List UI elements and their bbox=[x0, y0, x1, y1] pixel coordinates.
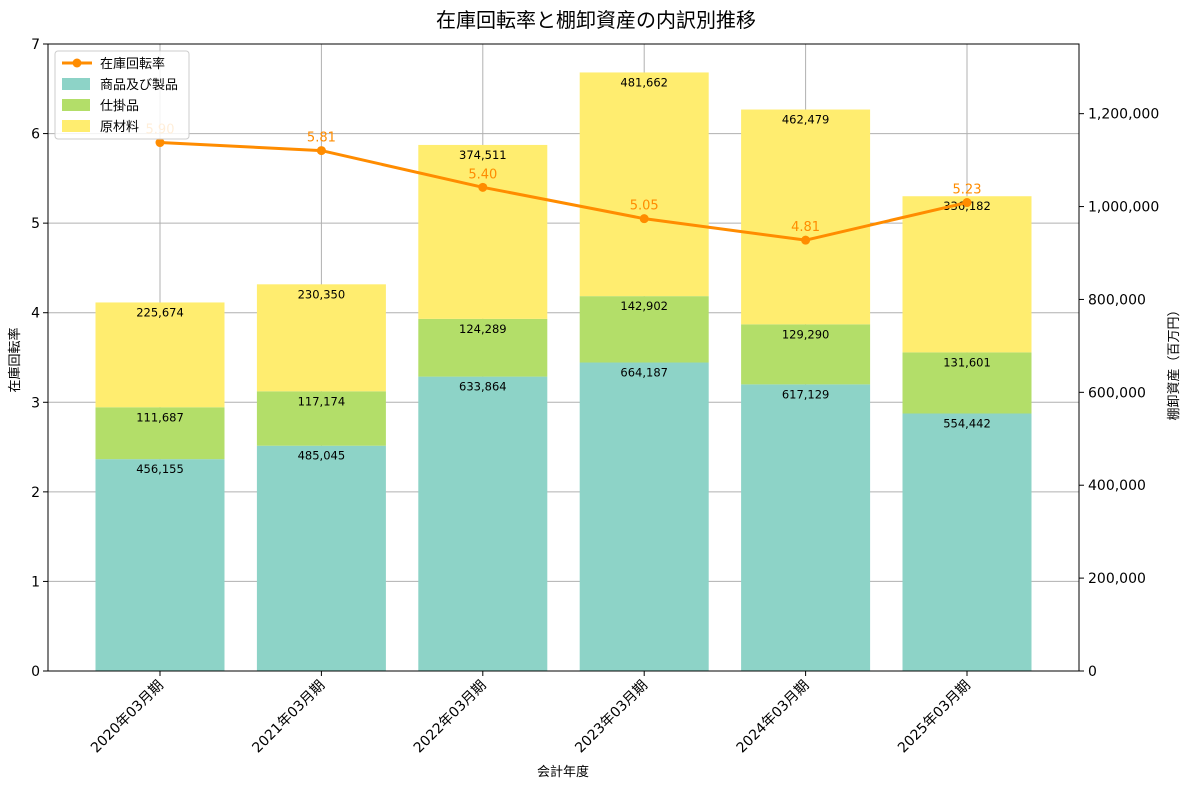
left-axis: 0 1 2 3 4 5 6 7 bbox=[31, 37, 48, 680]
rate-point-label: 4.81 bbox=[791, 220, 820, 235]
left-tick-label: 1 bbox=[31, 574, 40, 590]
legend-label-rate: 在庫回転率 bbox=[100, 56, 165, 72]
rate-point bbox=[478, 182, 488, 192]
bar-raw-materials bbox=[579, 72, 709, 297]
rate-point-label: 5.23 bbox=[953, 183, 982, 198]
right-tick-label: 0 bbox=[1088, 664, 1097, 680]
bar-label-finished-goods: 456,155 bbox=[136, 462, 184, 476]
bar-raw-materials bbox=[741, 109, 871, 325]
right-axis-label: 棚卸資産（百万円） bbox=[1166, 303, 1182, 420]
bar-label-raw-materials: 225,674 bbox=[136, 305, 184, 319]
bar-raw-materials bbox=[418, 144, 548, 319]
right-axis: 0 200,000 400,000 600,000 800,000 1,000,000 1,… bbox=[1079, 107, 1159, 680]
bar-label-wip: 117,174 bbox=[298, 394, 346, 408]
bars-layer bbox=[95, 72, 1032, 671]
bar-wip bbox=[418, 318, 548, 377]
x-tick-label: 2021年03月期 bbox=[249, 678, 328, 757]
bar-label-finished-goods: 554,442 bbox=[943, 416, 991, 430]
legend-label-wip: 仕掛品 bbox=[100, 99, 139, 114]
x-tick-label: 2024年03月期 bbox=[734, 678, 813, 757]
x-axis-label: 会計年度 bbox=[537, 764, 589, 780]
bar-label-raw-materials: 374,511 bbox=[459, 148, 507, 162]
left-tick-label: 6 bbox=[31, 127, 40, 143]
left-tick-label: 7 bbox=[31, 37, 40, 53]
right-tick-label: 200,000 bbox=[1088, 571, 1146, 587]
right-tick-label: 800,000 bbox=[1088, 292, 1146, 308]
bar-wip bbox=[579, 296, 709, 363]
rate-point bbox=[316, 146, 326, 156]
bar-wip bbox=[741, 324, 871, 385]
bar-label-wip: 124,289 bbox=[459, 322, 507, 336]
rate-point-label: 5.40 bbox=[468, 167, 497, 182]
bar-label-finished-goods: 617,129 bbox=[782, 387, 830, 401]
x-tick-label: 2025年03月期 bbox=[895, 678, 974, 757]
legend-label-finished-goods: 商品及び製品 bbox=[100, 78, 178, 93]
left-tick-label: 4 bbox=[31, 306, 40, 322]
plot-frame bbox=[47, 43, 1080, 672]
bar-finished-goods bbox=[902, 413, 1032, 671]
right-tick-label: 1,000,000 bbox=[1088, 200, 1159, 216]
bar-wip bbox=[902, 352, 1032, 414]
right-tick-label: 400,000 bbox=[1088, 478, 1146, 494]
bar-label-wip: 142,902 bbox=[620, 299, 668, 313]
bar-raw-materials bbox=[95, 302, 225, 408]
right-tick-label: 600,000 bbox=[1088, 385, 1146, 401]
legend: 在庫回転率 商品及び製品 仕掛品 原材料 bbox=[54, 50, 190, 140]
legend-frame bbox=[54, 50, 190, 140]
bar-label-wip: 129,290 bbox=[782, 327, 830, 341]
x-axis: 2020年03月期 2021年03月期 2022年03月期 2023年03月期 2024… bbox=[88, 671, 974, 756]
left-tick-label: 5 bbox=[31, 216, 40, 232]
chart-title: 在庫回転率と棚卸資産の内訳別推移 bbox=[436, 8, 756, 32]
rate-line bbox=[159, 141, 968, 242]
bar-wip bbox=[256, 391, 386, 446]
x-tick-label: 2020年03月期 bbox=[88, 678, 167, 757]
rate-point-label: 5.05 bbox=[630, 199, 659, 214]
left-tick-label: 2 bbox=[31, 485, 40, 501]
left-tick-label: 0 bbox=[31, 664, 40, 680]
x-tick-label: 2022年03月期 bbox=[411, 678, 490, 757]
bar-label-wip: 111,687 bbox=[136, 410, 184, 424]
rate-line-layer: 5.905.815.405.054.815.23 bbox=[146, 123, 982, 245]
rate-point bbox=[155, 138, 165, 148]
left-axis-label: 在庫回転率 bbox=[7, 327, 23, 392]
bar-wip bbox=[95, 407, 225, 460]
bar-label-raw-materials: 230,350 bbox=[298, 287, 346, 301]
bar-finished-goods bbox=[418, 376, 548, 671]
bar-label-finished-goods: 633,864 bbox=[459, 380, 507, 394]
x-tick-label: 2023年03月期 bbox=[572, 678, 651, 757]
bar-finished-goods bbox=[256, 445, 386, 671]
bar-label-finished-goods: 485,045 bbox=[298, 449, 346, 463]
bar-finished-goods bbox=[741, 384, 871, 671]
bar-label-wip: 131,601 bbox=[943, 355, 991, 369]
rate-point-label: 5.81 bbox=[307, 131, 336, 146]
bar-labels-layer: 456,155 111,687 225,674 485,045 117,174 230,3… bbox=[136, 75, 991, 476]
bar-label-finished-goods: 664,187 bbox=[620, 366, 668, 380]
bar-raw-materials bbox=[902, 196, 1032, 353]
right-tick-label: 1,200,000 bbox=[1088, 107, 1159, 123]
rate-point bbox=[962, 198, 972, 208]
bar-label-raw-materials: 481,662 bbox=[620, 75, 668, 89]
left-tick-label: 3 bbox=[31, 395, 40, 411]
legend-label-raw-materials: 原材料 bbox=[100, 120, 139, 135]
legend-swatch-wip bbox=[62, 99, 90, 111]
bar-raw-materials bbox=[256, 284, 386, 392]
legend-marker-rate bbox=[72, 58, 82, 68]
legend-swatch-raw-materials bbox=[62, 120, 90, 132]
bar-finished-goods bbox=[579, 362, 709, 671]
bar-label-raw-materials: 462,479 bbox=[782, 113, 830, 127]
bar-finished-goods bbox=[95, 459, 225, 671]
rate-point bbox=[801, 235, 811, 245]
legend-swatch-finished-goods bbox=[62, 78, 90, 90]
rate-point bbox=[639, 214, 649, 224]
